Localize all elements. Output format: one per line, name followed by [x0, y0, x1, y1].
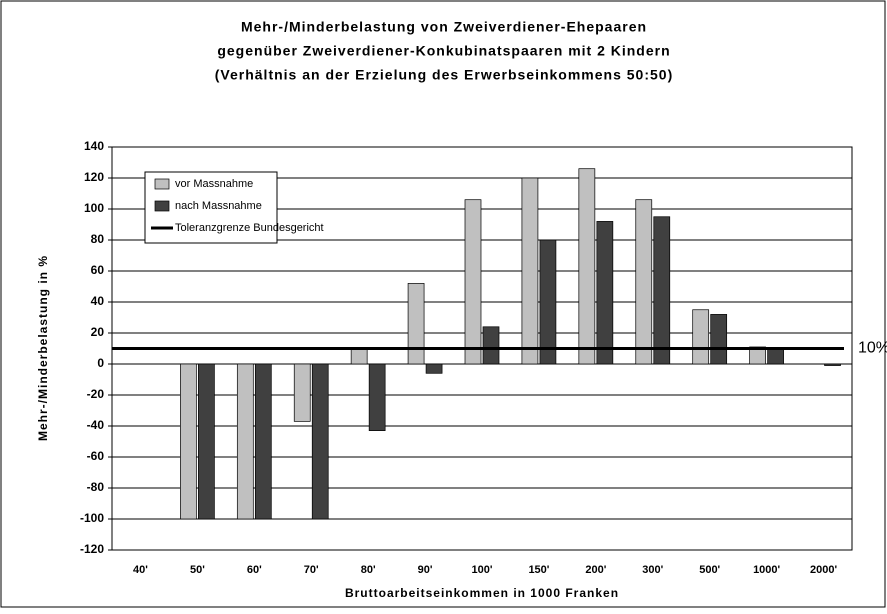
- bar: [198, 363, 215, 520]
- y-tick-label: -40: [87, 418, 105, 432]
- y-tick-label: 120: [84, 170, 104, 184]
- x-tick-label: 40': [133, 564, 148, 576]
- y-tick-label: 140: [84, 139, 104, 153]
- x-tick-label: 2000': [810, 564, 837, 576]
- x-tick-label: 300': [642, 564, 663, 576]
- bar: [710, 314, 728, 365]
- y-tick-label: -80: [87, 480, 105, 494]
- y-tick-label: 20: [91, 325, 105, 339]
- bar: [368, 363, 386, 432]
- y-axis-label: Mehr-/Minderbelastung in %: [36, 255, 50, 441]
- x-tick-label: 100': [472, 564, 493, 576]
- bar: [236, 363, 254, 520]
- bar: [749, 346, 766, 365]
- bar: [692, 309, 710, 365]
- x-axis-label: Bruttoarbeitseinkommen in 1000 Franken: [345, 586, 619, 600]
- y-tick-label: 100: [84, 201, 104, 215]
- legend-label: vor Massnahme: [175, 178, 253, 190]
- y-tick-label: -120: [80, 542, 104, 556]
- y-tick-label: 0: [97, 356, 104, 370]
- bar: [635, 199, 653, 365]
- x-tick-label: 80': [361, 564, 376, 576]
- x-tick-label: 70': [304, 564, 319, 576]
- chart-title: gegenüber Zweiverdiener-Konkubinatspaare…: [217, 43, 670, 59]
- x-tick-label: 60': [247, 564, 262, 576]
- y-tick-label: 40: [91, 294, 105, 308]
- bar: [596, 221, 614, 365]
- chart-title: Mehr-/Minderbelastung von Zweiverdiener-…: [241, 19, 647, 35]
- x-tick-label: 1000': [753, 564, 780, 576]
- y-tick-label: -20: [87, 387, 105, 401]
- x-tick-label: 150': [528, 564, 549, 576]
- bar: [824, 363, 841, 366]
- bar: [767, 348, 784, 365]
- legend-swatch: [154, 178, 170, 190]
- bar: [293, 363, 311, 422]
- x-tick-label: 90': [418, 564, 433, 576]
- bar: [350, 348, 368, 365]
- bar: [407, 283, 425, 365]
- reference-label: 10%: [858, 340, 887, 357]
- bar: [425, 363, 443, 374]
- y-tick-label: 80: [91, 232, 105, 246]
- bar: [482, 326, 500, 365]
- y-tick-label: -100: [80, 511, 104, 525]
- bar: [180, 363, 197, 520]
- bar: [464, 199, 482, 365]
- y-tick-label: 60: [91, 263, 105, 277]
- x-tick-label: 500': [699, 564, 720, 576]
- bar: [539, 239, 557, 365]
- x-tick-label: 50': [190, 564, 205, 576]
- x-tick-label: 200': [585, 564, 606, 576]
- bar: [578, 168, 596, 365]
- bar: [254, 363, 272, 520]
- y-tick-label: -60: [87, 449, 105, 463]
- bar: [521, 177, 539, 365]
- legend-label: Toleranzgrenze Bundesgericht: [175, 222, 324, 234]
- chart-title: (Verhältnis an der Erzielung des Erwerbs…: [215, 67, 673, 83]
- legend-label: nach Massnahme: [175, 200, 262, 212]
- legend-swatch: [154, 200, 170, 212]
- bar: [311, 363, 329, 520]
- bar: [653, 216, 671, 365]
